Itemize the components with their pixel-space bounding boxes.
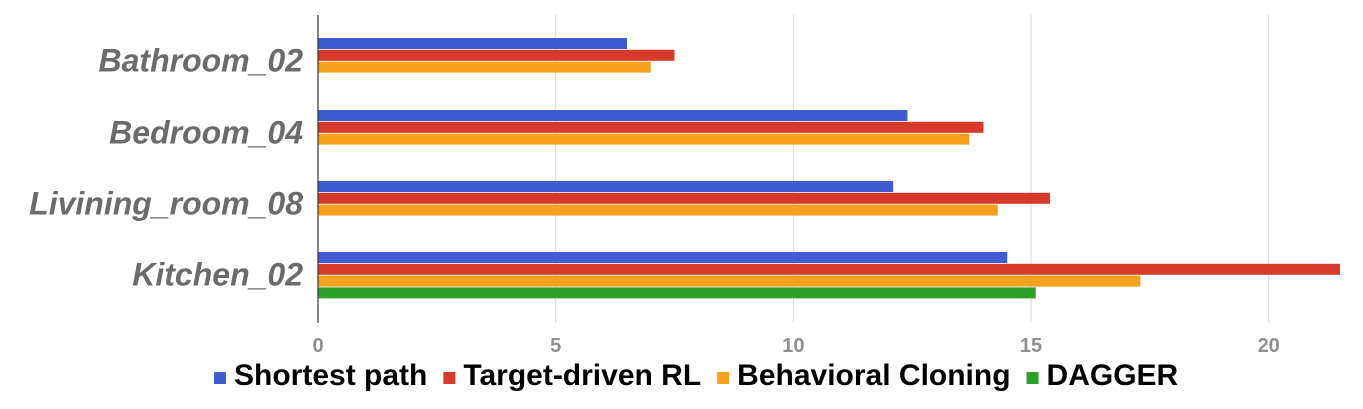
legend-swatch [717,372,730,384]
bar [318,275,1141,287]
bar [318,204,998,216]
category-label: Bedroom_04 [109,115,303,151]
legend-label: DAGGER [1047,359,1179,392]
bar [318,133,970,145]
legend-label: Behavioral Cloning [737,359,1010,392]
x-tick-label: 20 [1258,335,1280,357]
x-tick-label: 5 [550,335,561,357]
bar [318,49,675,61]
bar [318,61,651,73]
x-tick-label: 15 [1020,335,1042,357]
bar [318,252,1008,263]
legend-label: Target-driven RL [463,359,701,392]
category-label: Kitchen_02 [132,257,303,293]
category-label: Bathroom_02 [99,43,304,79]
category-label: Livining_room_08 [29,186,303,222]
bar [318,192,1051,204]
legend-swatch [214,372,226,384]
bars [318,38,1340,299]
bar [318,263,1340,275]
x-tick-label: 0 [312,335,323,357]
legend-label: Shortest path [234,359,427,392]
bar [318,121,984,133]
legend-swatch [443,372,456,384]
bar [318,181,894,192]
legend: Shortest path Target-driven RL Behavioral … [214,359,1179,392]
bar [318,110,908,121]
x-tick-labels: 0 5 10 15 20 [312,335,1279,357]
bar [318,287,1036,299]
bar [318,38,627,49]
category-labels: Bathroom_02 Bedroom_04 Livining_room_08 Kit… [29,43,303,293]
x-tick-label: 10 [782,335,804,357]
legend-swatch [1026,372,1039,384]
